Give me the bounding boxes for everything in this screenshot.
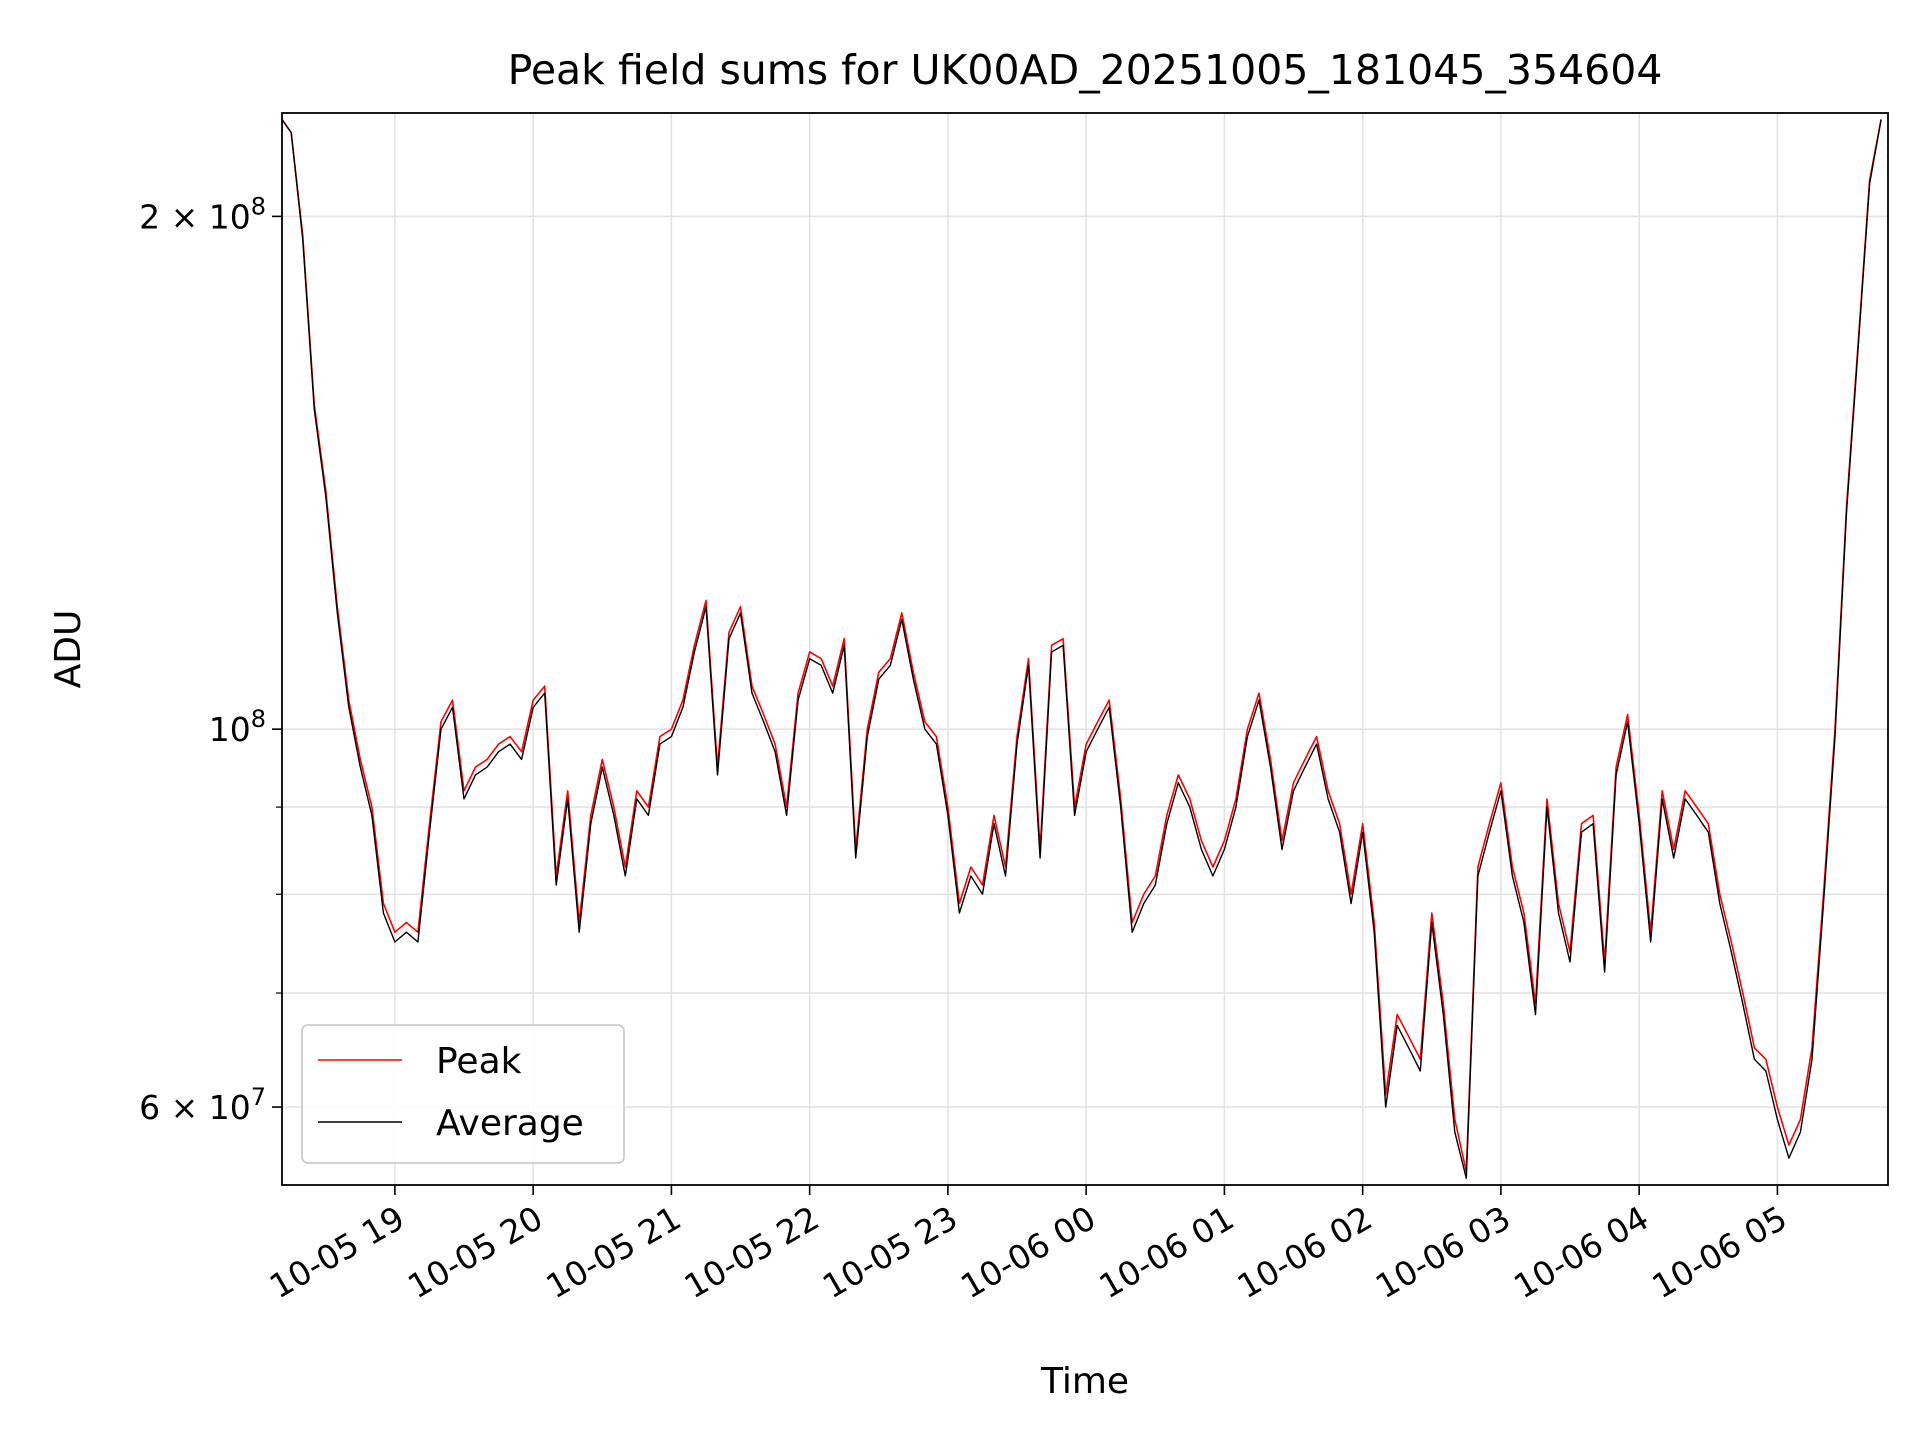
grid-layer [282, 113, 1888, 1185]
chart-title: Peak field sums for UK00AD_20251005_1810… [508, 46, 1663, 94]
series-layer [281, 119, 1882, 1179]
legend-average-label: Average [436, 1103, 584, 1144]
y-tick-label: 2 × 108 [139, 192, 266, 236]
series-line-average [281, 119, 1882, 1179]
y-tick-label: 6 × 107 [139, 1083, 266, 1127]
y-axis-label: ADU [48, 610, 89, 689]
legend-peak-label: Peak [436, 1041, 522, 1082]
y-tick-layer: 2 × 108 108 6 × 107 [139, 192, 282, 1127]
x-axis-label: Time [1040, 1361, 1129, 1402]
legend: Peak Average [301, 1024, 625, 1164]
plot-frame [281, 112, 1889, 1186]
y-tick-label: 108 [209, 705, 266, 749]
